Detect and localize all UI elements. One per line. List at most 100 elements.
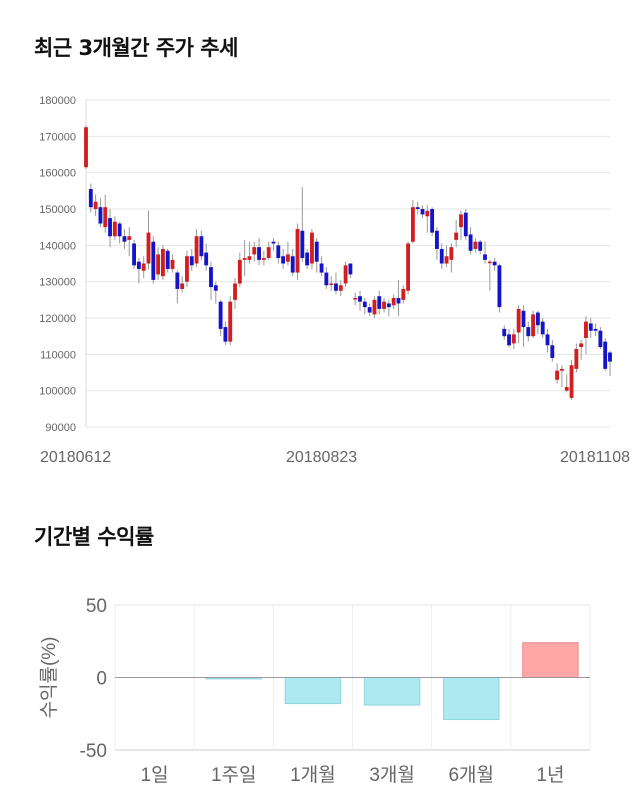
candle-body	[218, 301, 223, 329]
candle-body	[463, 212, 468, 237]
candle-body	[98, 207, 103, 224]
candle-body	[228, 301, 233, 342]
candle-body	[410, 207, 415, 242]
y-tick-label: 170000	[39, 131, 76, 143]
candle-body	[598, 330, 603, 348]
y-axis-title: 수익률(%)	[38, 637, 60, 719]
candle-body	[295, 228, 300, 273]
candle-body	[540, 321, 545, 335]
candle-body	[127, 236, 132, 240]
return-bar	[443, 677, 500, 721]
candle-body	[108, 218, 112, 237]
candle-body	[550, 345, 555, 358]
return-bar	[284, 677, 342, 705]
candle-body	[151, 241, 156, 280]
candle-body	[415, 207, 420, 209]
candle-body	[555, 370, 560, 380]
candle-body	[233, 283, 237, 300]
candle-body	[531, 314, 536, 337]
candle-body	[160, 248, 165, 277]
candle-body	[185, 256, 189, 282]
candle-body	[401, 288, 406, 300]
x-category-label: 1주일	[211, 764, 257, 786]
candle-body	[334, 283, 338, 291]
candle-body	[588, 323, 593, 331]
candle-body	[271, 241, 276, 244]
return-bar	[522, 642, 579, 679]
candle-body	[290, 256, 295, 273]
candle-body	[242, 258, 247, 260]
x-tick-label: 20180823	[286, 449, 357, 466]
candle-body	[391, 298, 396, 306]
candle-body	[377, 296, 382, 309]
candle-body	[449, 247, 454, 260]
candle-body	[396, 298, 401, 304]
y-tick-label: 120000	[39, 313, 76, 325]
candle-body	[209, 267, 213, 288]
candle-body	[579, 343, 584, 348]
candle-body	[266, 247, 271, 259]
y-tick-label: 50	[86, 596, 107, 617]
candle-body	[497, 265, 502, 308]
candle-body	[117, 223, 122, 237]
candle-body	[343, 265, 348, 284]
candle-body	[247, 256, 252, 260]
candle-body	[516, 308, 521, 333]
candle-body	[386, 303, 391, 308]
candle-body	[507, 334, 511, 346]
candle-body	[502, 328, 507, 337]
x-category-label: 6개월	[448, 764, 494, 786]
candle-body	[521, 310, 526, 328]
candle-body	[430, 209, 435, 233]
candle-body	[454, 232, 459, 240]
price-trend-title: 최근 3개월간 주가 추세	[34, 36, 238, 60]
candle-body	[88, 189, 93, 208]
candle-body	[112, 221, 117, 237]
candle-body	[564, 387, 569, 391]
candle-body	[146, 232, 151, 264]
candle-body	[329, 283, 334, 285]
candle-body	[511, 334, 516, 344]
candle-body	[276, 245, 281, 259]
candle-body	[444, 256, 449, 264]
candle-body	[406, 243, 411, 291]
x-category-label: 3개월	[369, 764, 415, 786]
x-tick-label: 20181108	[560, 449, 630, 466]
x-tick-label: 20180612	[40, 449, 111, 466]
candle-body	[473, 241, 478, 249]
candle-body	[526, 327, 531, 337]
y-tick-label: -50	[80, 741, 107, 762]
candle-body	[180, 283, 185, 289]
candle-body	[435, 230, 439, 249]
candle-body	[593, 328, 598, 331]
x-category-label: 1년	[536, 764, 564, 786]
y-tick-label: 140000	[39, 240, 76, 252]
candle-body	[574, 348, 579, 369]
candle-body	[300, 230, 305, 259]
y-tick-label: 100000	[39, 386, 76, 398]
candle-body	[93, 201, 98, 209]
candle-body	[608, 352, 612, 362]
candle-body	[223, 327, 228, 342]
candle-body	[382, 301, 386, 309]
candle-body	[252, 247, 257, 255]
price-candlestick-chart: 180000 170000 160000 150000 140000 130000 1200…	[39, 95, 630, 466]
candle-body	[362, 301, 367, 308]
candle-body	[535, 312, 540, 326]
y-tick-label: 90000	[45, 422, 76, 434]
candle-body	[175, 272, 180, 289]
candle-body	[358, 296, 362, 302]
candle-body	[420, 209, 425, 215]
candle-body	[338, 285, 343, 291]
y-tick-label: 150000	[39, 204, 76, 216]
candle-body	[237, 259, 242, 284]
candle-body	[257, 247, 261, 260]
candle-body	[560, 368, 564, 371]
return-bar	[363, 677, 421, 706]
candle-body	[285, 254, 290, 262]
x-category-label: 1개월	[290, 764, 336, 786]
candle-body	[483, 254, 487, 260]
candle-body	[569, 365, 574, 398]
candle-body	[468, 234, 473, 251]
